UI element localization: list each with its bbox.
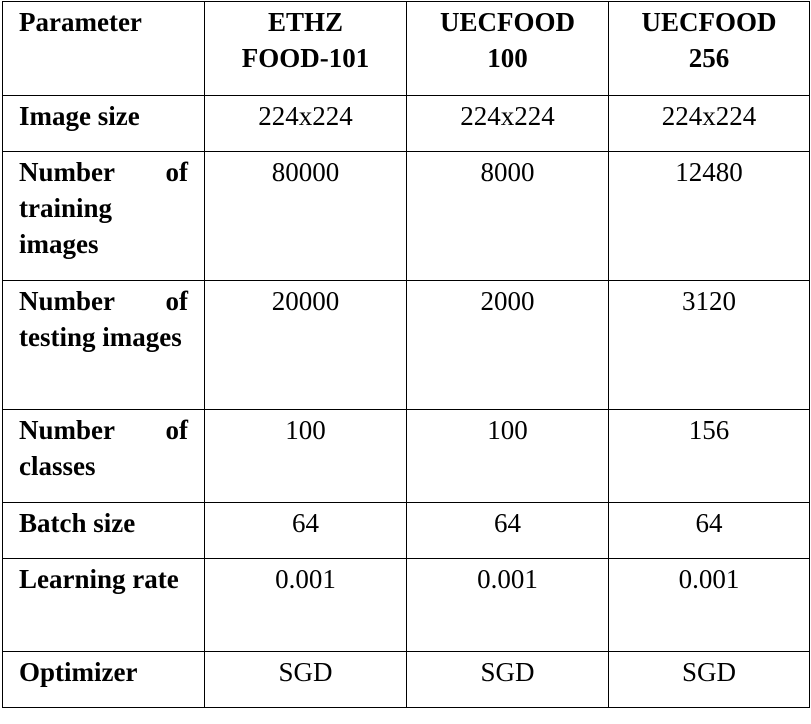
table-header-row: Parameter ETHZ FOOD-101 UECFOOD 100 UECF…: [2, 1, 810, 96]
parameters-table: Parameter ETHZ FOOD-101 UECFOOD 100 UECF…: [2, 1, 810, 708]
row-label: Learning rate: [2, 558, 205, 652]
cell-value: 64: [608, 502, 810, 559]
cell-value: 0.001: [204, 558, 407, 652]
cell-value: 156: [608, 409, 810, 503]
header-parameter: Parameter: [2, 1, 205, 96]
cell-value: 80000: [204, 151, 407, 281]
cell-value: 224x224: [608, 95, 810, 152]
row-label: Optimizer: [2, 651, 205, 708]
table-row: Image size 224x224 224x224 224x224: [2, 95, 810, 152]
cell-value: SGD: [608, 651, 810, 708]
table-row: Learning rate 0.001 0.001 0.001: [2, 558, 810, 652]
row-label: Number of testing images: [2, 280, 205, 410]
table-row: Number of testing images 20000 2000 3120: [2, 280, 810, 410]
cell-value: 20000: [204, 280, 407, 410]
cell-value: SGD: [406, 651, 609, 708]
row-label: Number of classes: [2, 409, 205, 503]
header-dataset-ethz-food-101: ETHZ FOOD-101: [204, 1, 407, 96]
cell-value: 224x224: [204, 95, 407, 152]
header-dataset-uecfood-100: UECFOOD 100: [406, 1, 609, 96]
table-row: Optimizer SGD SGD SGD: [2, 651, 810, 708]
header-dataset-line1: UECFOOD: [641, 7, 777, 37]
cell-value: 64: [204, 502, 407, 559]
cell-value: SGD: [204, 651, 407, 708]
cell-value: 64: [406, 502, 609, 559]
cell-value: 0.001: [406, 558, 609, 652]
header-dataset-line2: FOOD-101: [241, 43, 370, 73]
row-label: Image size: [2, 95, 205, 152]
row-label: Batch size: [2, 502, 205, 559]
cell-value: 8000: [406, 151, 609, 281]
cell-value: 2000: [406, 280, 609, 410]
cell-value: 100: [204, 409, 407, 503]
cell-value: 100: [406, 409, 609, 503]
table-row: Number of classes 100 100 156: [2, 409, 810, 503]
cell-value: 224x224: [406, 95, 609, 152]
header-dataset-line2: 256: [688, 43, 730, 73]
header-dataset-line1: UECFOOD: [440, 7, 575, 37]
cell-value: 12480: [608, 151, 810, 281]
header-dataset-uecfood-256: UECFOOD 256: [608, 1, 810, 96]
cell-value: 3120: [608, 280, 810, 410]
header-dataset-line2: 100: [487, 43, 528, 73]
header-dataset-line1: ETHZ: [267, 7, 344, 37]
table-row: Number of training images 80000 8000 124…: [2, 151, 810, 281]
table-row: Batch size 64 64 64: [2, 502, 810, 559]
cell-value: 0.001: [608, 558, 810, 652]
row-label: Number of training images: [2, 151, 205, 281]
